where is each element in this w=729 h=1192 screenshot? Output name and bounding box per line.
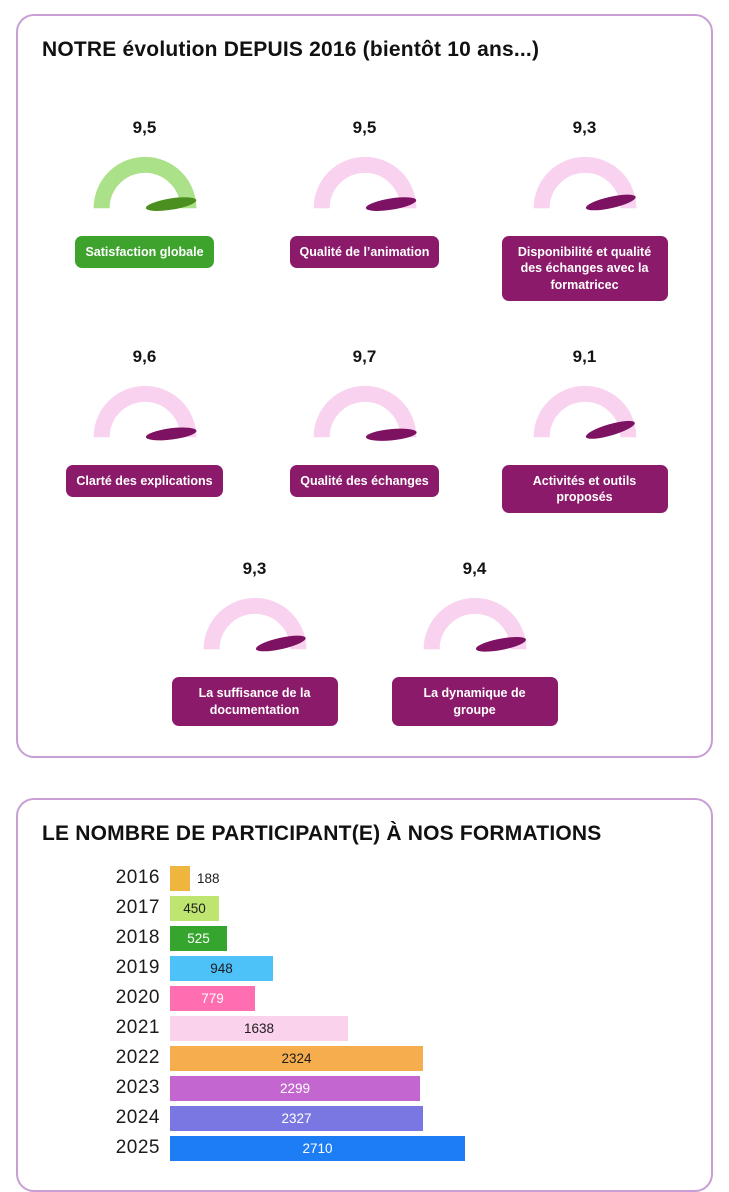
gauge-value: 9,7 — [352, 346, 377, 366]
gauge-row-3: 9,3 La suffisance de la documentation 9,… — [34, 559, 695, 726]
gauge-dial-icon — [423, 598, 526, 652]
gauge-value: 9,3 — [572, 118, 597, 137]
gauge-suffisance-documentation: 9,3 La suffisance de la documentation — [145, 559, 365, 726]
bar-2022: 2324 — [170, 1045, 423, 1071]
gauge-label: Disponibilité et qualité des échanges av… — [501, 236, 668, 301]
bar-value-label: 779 — [201, 990, 224, 1006]
bar-2020: 779 — [170, 985, 255, 1011]
bar-row-2018: 2018 525 — [42, 925, 687, 951]
bar-2024: 2327 — [170, 1105, 423, 1131]
bar-year-label: 2022 — [115, 1047, 160, 1069]
gauge-dynamique-groupe: 9,4 La dynamique de groupe — [365, 559, 585, 726]
bar-year-label: 2017 — [115, 897, 160, 919]
gauge-dial-icon — [533, 385, 636, 439]
bar-row-2023: 2023 2299 — [42, 1075, 687, 1101]
bar-value-label: 525 — [187, 930, 210, 946]
gauge-label: Satisfaction globale — [75, 236, 214, 269]
bar-value-label: 2710 — [302, 1140, 333, 1156]
bar-row-2022: 2022 2324 — [42, 1045, 687, 1071]
bar-2023: 2299 — [170, 1075, 420, 1101]
bar-row-2020: 2020 779 — [42, 985, 687, 1011]
bar-row-2016: 2016 188 — [42, 865, 687, 891]
evolution-card: NOTRE évolution DEPUIS 2016 (bientôt 10 … — [16, 14, 713, 758]
gauge-dial-icon — [203, 598, 306, 652]
gauge-dial-icon — [93, 156, 196, 211]
bar-track: 2324 — [170, 1045, 687, 1071]
bar-value-label: 2324 — [281, 1050, 312, 1066]
participants-bar-chart: 2016 188 2017 450 2018 525 — [34, 864, 695, 1161]
bar-track: 1638 — [170, 1015, 687, 1041]
bar-track: 188 — [170, 865, 687, 891]
gauge-value: 9,3 — [242, 559, 267, 579]
gauge-value: 9,5 — [352, 118, 377, 137]
gauge-value: 9,5 — [132, 118, 157, 137]
bar-row-2021: 2021 1638 — [42, 1015, 687, 1041]
gauge-dial-icon — [313, 385, 417, 441]
bar-track: 450 — [170, 895, 687, 921]
bar-track: 525 — [170, 925, 687, 951]
bar-2017: 450 — [170, 895, 219, 921]
bar-row-2017: 2017 450 — [42, 895, 687, 921]
bar-year-label: 2020 — [115, 987, 160, 1009]
gauge-clarte-explications: 9,6 Clarté des explications — [35, 347, 255, 514]
gauge-label: Activités et outils proposés — [501, 464, 668, 514]
gauge-label: Qualité des échanges — [290, 464, 439, 497]
bar-year-label: 2018 — [115, 927, 160, 949]
gauge-qualite-animation: 9,5 Qualité de l’animation — [255, 118, 475, 301]
bar-year-label: 2016 — [115, 867, 160, 889]
bar-year-label: 2023 — [115, 1077, 160, 1099]
bar-year-label: 2025 — [115, 1137, 160, 1159]
gauge-row-1: 9,5 Satisfaction globale 9,5 Qualité de … — [34, 118, 695, 301]
bar-year-label: 2021 — [115, 1017, 160, 1039]
gauge-disponibilite-echanges: 9,3 Disponibilité et qualité des échange… — [475, 118, 695, 301]
bar-2021: 1638 — [170, 1015, 348, 1041]
bar-value-label: 2299 — [279, 1080, 311, 1096]
participants-card: LE NOMBRE DE PARTICIPANT(E) À NOS FORMAT… — [16, 797, 713, 1192]
bar-track: 948 — [170, 955, 687, 981]
bar-track: 2299 — [170, 1075, 687, 1101]
gauge-row-2: 9,6 Clarté des explications 9,7 Qualité … — [34, 347, 695, 514]
gauge-dial-icon — [313, 156, 416, 211]
bar-value-label: 188 — [197, 870, 220, 886]
bar-value-label: 1638 — [243, 1020, 275, 1036]
gauge-satisfaction-globale: 9,5 Satisfaction globale — [35, 118, 255, 301]
gauge-activites-outils: 9,1 Activités et outils proposés — [475, 347, 695, 514]
bar-value-label: 450 — [183, 900, 206, 916]
bar-row-2019: 2019 948 — [42, 955, 687, 981]
bar-row-2024: 2024 2327 — [42, 1105, 687, 1131]
bar-2016: 188 — [170, 865, 220, 891]
bar-year-label: 2024 — [115, 1107, 160, 1129]
gauge-label: Clarté des explications — [66, 464, 223, 497]
bar-value-label: 2327 — [281, 1110, 312, 1126]
bar-value-label: 948 — [210, 960, 233, 976]
gauge-dial-icon — [533, 156, 636, 211]
bar-2019: 948 — [170, 955, 273, 981]
gauge-dial-icon — [93, 385, 196, 441]
bar-row-2025: 2025 2710 — [42, 1135, 687, 1161]
gauge-qualite-echanges: 9,7 Qualité des échanges — [255, 347, 475, 514]
evolution-title: NOTRE évolution DEPUIS 2016 (bientôt 10 … — [42, 38, 540, 61]
gauge-value: 9,6 — [132, 346, 157, 366]
bar-track: 2710 — [170, 1135, 687, 1161]
participants-title: LE NOMBRE DE PARTICIPANT(E) À NOS FORMAT… — [42, 821, 602, 845]
gauge-value: 9,1 — [572, 346, 597, 366]
bar-2018: 525 — [170, 925, 227, 951]
gauge-label: La suffisance de la documentation — [171, 677, 338, 726]
bar-2025: 2710 — [170, 1135, 465, 1161]
bar-track: 779 — [170, 985, 687, 1011]
bar-year-label: 2019 — [115, 957, 160, 979]
bar-track: 2327 — [170, 1105, 687, 1131]
gauge-label: La dynamique de groupe — [391, 677, 558, 726]
gauge-label: Qualité de l’animation — [289, 236, 440, 269]
gauge-value: 9,4 — [462, 559, 487, 579]
